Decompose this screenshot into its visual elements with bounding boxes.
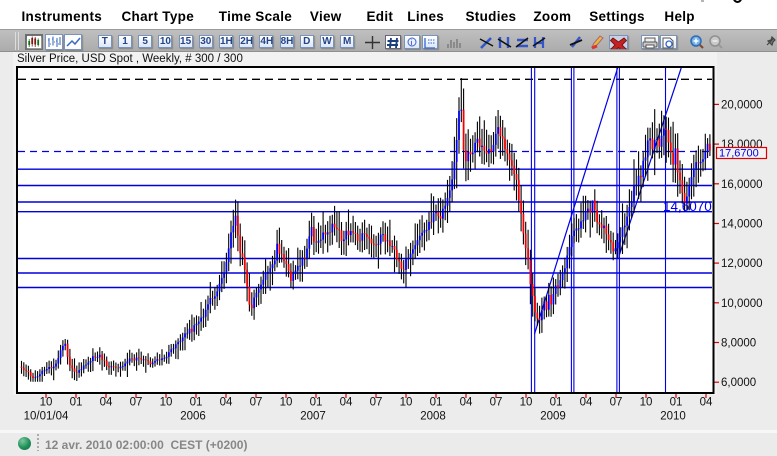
svg-text:07: 07 — [490, 397, 503, 409]
svg-text:10: 10 — [520, 397, 533, 409]
svg-text:07: 07 — [250, 397, 263, 409]
svg-text:01: 01 — [190, 397, 203, 409]
svg-text:07: 07 — [130, 397, 143, 409]
svg-text:10: 10 — [400, 397, 413, 409]
svg-text:07: 07 — [370, 397, 383, 409]
svg-text:01: 01 — [550, 397, 563, 409]
svg-text:17,6700: 17,6700 — [719, 148, 759, 160]
svg-text:10/01/04: 10/01/04 — [24, 411, 69, 423]
svg-text:04: 04 — [220, 397, 233, 409]
svg-text:2010: 2010 — [660, 411, 686, 423]
svg-text:04: 04 — [580, 397, 593, 409]
svg-text:10: 10 — [640, 397, 653, 409]
svg-text:10,0000: 10,0000 — [721, 298, 763, 310]
svg-text:6,0000: 6,0000 — [721, 377, 756, 389]
svg-text:04: 04 — [700, 397, 713, 409]
svg-text:14,0000: 14,0000 — [721, 219, 763, 231]
svg-text:16,0000: 16,0000 — [721, 179, 763, 191]
svg-text:01: 01 — [430, 397, 443, 409]
svg-text:01: 01 — [670, 397, 683, 409]
svg-text:2007: 2007 — [300, 411, 326, 423]
svg-text:04: 04 — [460, 397, 473, 409]
svg-text:01: 01 — [310, 397, 323, 409]
svg-text:i: i — [411, 40, 413, 47]
svg-text:2009: 2009 — [540, 411, 566, 423]
svg-text:07: 07 — [610, 397, 623, 409]
svg-text:20,0000: 20,0000 — [721, 99, 763, 111]
svg-text:2008: 2008 — [420, 411, 446, 423]
svg-text:04: 04 — [100, 397, 113, 409]
svg-text:14,6070: 14,6070 — [663, 199, 712, 214]
svg-text:04: 04 — [340, 397, 353, 409]
svg-text:8,0000: 8,0000 — [721, 338, 756, 350]
svg-text:12,0000: 12,0000 — [721, 258, 763, 270]
svg-text:01: 01 — [70, 397, 83, 409]
svg-text:Silver Price, USD Spot , Weekl: Silver Price, USD Spot , Weekly, # 300 /… — [17, 53, 243, 65]
svg-text:10: 10 — [280, 397, 293, 409]
svg-text:2006: 2006 — [180, 411, 206, 423]
svg-text:10: 10 — [160, 397, 173, 409]
svg-text:10: 10 — [40, 397, 53, 409]
